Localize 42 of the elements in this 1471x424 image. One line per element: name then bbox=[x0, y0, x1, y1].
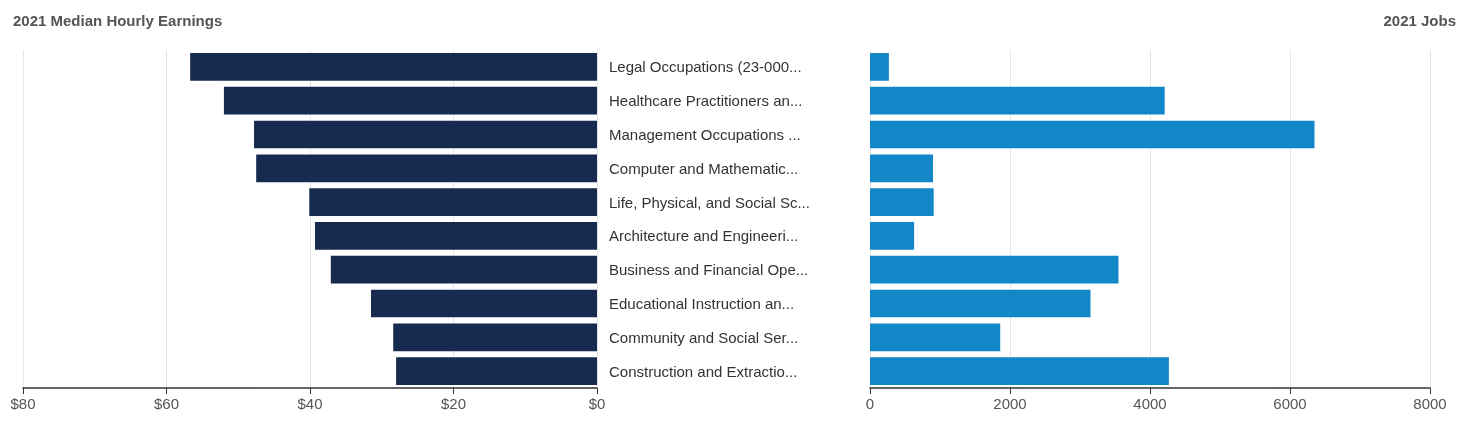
x-tick-label: $80 bbox=[10, 395, 36, 412]
bar bbox=[315, 222, 597, 250]
bar bbox=[870, 86, 1165, 115]
chart-title: 2021 Median Hourly Earnings bbox=[13, 12, 223, 29]
y-tick-label: Computer and Mathematic... bbox=[609, 159, 799, 177]
y-tick-label: Life, Physical, and Social Sc... bbox=[609, 193, 810, 211]
x-tick-label: 4000 bbox=[1133, 395, 1167, 412]
x-tick-label: $0 bbox=[588, 395, 606, 412]
bar bbox=[870, 188, 934, 216]
bar bbox=[870, 120, 1315, 149]
bar bbox=[870, 289, 1091, 318]
bar bbox=[393, 323, 597, 352]
y-tick-label: Construction and Extractio... bbox=[609, 362, 798, 380]
chart-title: 2021 Jobs bbox=[1383, 12, 1456, 29]
bar bbox=[256, 154, 597, 183]
y-tick-label: Healthcare Practitioners an... bbox=[609, 92, 803, 110]
bar bbox=[396, 357, 597, 385]
y-tick-label: Architecture and Engineeri... bbox=[609, 227, 799, 245]
y-tick-label: Legal Occupations (23-000... bbox=[609, 58, 802, 76]
bar bbox=[370, 289, 597, 318]
x-tick-label: $40 bbox=[297, 395, 323, 412]
x-tick-label: $20 bbox=[440, 395, 467, 412]
bar bbox=[330, 255, 597, 284]
x-tick-label: 2000 bbox=[993, 395, 1027, 412]
x-tick-label: 6000 bbox=[1273, 395, 1307, 412]
bar bbox=[254, 120, 597, 149]
y-tick-label: Educational Instruction an... bbox=[609, 295, 795, 312]
y-tick-label: Community and Social Ser... bbox=[609, 328, 799, 346]
y-tick-label: Business and Financial Ope... bbox=[609, 261, 809, 279]
bar bbox=[870, 53, 889, 81]
bar bbox=[223, 86, 597, 115]
bar bbox=[870, 154, 933, 183]
x-tick-label: 0 bbox=[865, 395, 875, 412]
bar bbox=[870, 222, 915, 250]
bar bbox=[870, 323, 1001, 352]
bar bbox=[309, 188, 597, 216]
x-tick-label: $60 bbox=[153, 395, 180, 412]
bar bbox=[870, 357, 1169, 385]
y-tick-label: Management Occupations ... bbox=[609, 126, 801, 143]
bar bbox=[870, 255, 1119, 284]
x-tick-label: 8000 bbox=[1413, 395, 1447, 412]
bar bbox=[190, 53, 597, 81]
